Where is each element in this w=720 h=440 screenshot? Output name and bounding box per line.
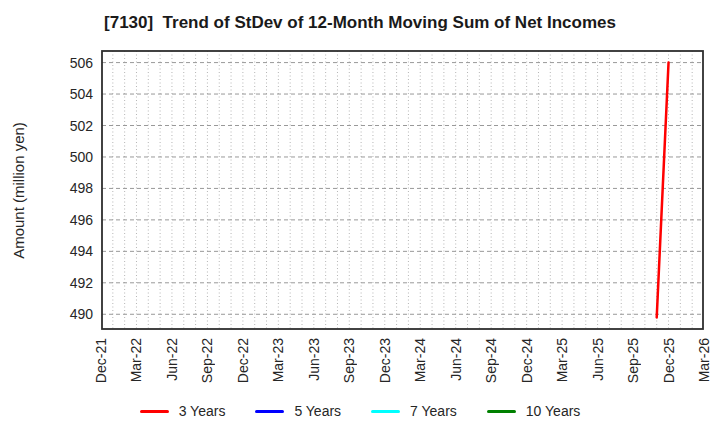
- y-tick-label: 498: [46, 181, 93, 195]
- x-tick-label: Mar-22: [128, 338, 144, 382]
- x-tick-label: Jun-22: [164, 338, 180, 381]
- y-axis-label: Amount (million yen): [10, 50, 27, 332]
- y-tick-label: 494: [46, 244, 93, 258]
- plot-border: [102, 51, 703, 329]
- x-tick-label: Mar-25: [554, 338, 570, 382]
- x-tick-label: Sep-23: [341, 338, 357, 383]
- y-tick-label: 500: [46, 150, 93, 164]
- legend-label: 5 Years: [294, 403, 341, 419]
- x-tick-label: Mar-24: [412, 338, 428, 382]
- legend: 3 Years 5 Years 7 Years 10 Years: [0, 403, 720, 419]
- series-line-3-years: [657, 63, 669, 318]
- stdev-net-income-chart: [7130] Trend of StDev of 12-Month Moving…: [0, 0, 720, 440]
- x-tick-label: Sep-24: [483, 338, 499, 383]
- y-tick-label: 504: [46, 87, 93, 101]
- y-tick-label: 490: [46, 307, 93, 321]
- x-tick-label: Jun-25: [590, 338, 606, 381]
- x-tick-label: Dec-23: [377, 338, 393, 383]
- x-tick-label: Dec-22: [235, 338, 251, 383]
- plot-canvas: [101, 50, 704, 330]
- legend-item-5-years: 5 Years: [255, 403, 341, 419]
- legend-line-swatch: [487, 410, 516, 413]
- legend-item-10-years: 10 Years: [487, 403, 581, 419]
- x-tick-label: Sep-25: [625, 338, 641, 383]
- legend-item-7-years: 7 Years: [371, 403, 457, 419]
- plot-area: [101, 50, 704, 330]
- legend-item-3-years: 3 Years: [140, 403, 226, 419]
- legend-line-swatch: [371, 410, 400, 413]
- x-tick-label: Dec-25: [661, 338, 677, 383]
- legend-line-swatch: [255, 410, 284, 413]
- y-tick-label: 496: [46, 213, 93, 227]
- x-tick-label: Jun-24: [448, 338, 464, 381]
- x-tick-label: Jun-23: [306, 338, 322, 381]
- x-tick-label: Mar-23: [270, 338, 286, 382]
- legend-label: 7 Years: [410, 403, 457, 419]
- legend-label: 10 Years: [526, 403, 581, 419]
- legend-label: 3 Years: [179, 403, 226, 419]
- legend-line-swatch: [140, 410, 169, 413]
- y-tick-label: 492: [46, 276, 93, 290]
- chart-title: [7130] Trend of StDev of 12-Month Moving…: [0, 13, 720, 33]
- x-tick-label: Sep-22: [199, 338, 215, 383]
- y-tick-label: 502: [46, 119, 93, 133]
- y-tick-label: 506: [46, 56, 93, 70]
- x-tick-label: Dec-21: [93, 338, 109, 383]
- x-tick-label: Mar-26: [696, 338, 712, 382]
- x-tick-label: Dec-24: [519, 338, 535, 383]
